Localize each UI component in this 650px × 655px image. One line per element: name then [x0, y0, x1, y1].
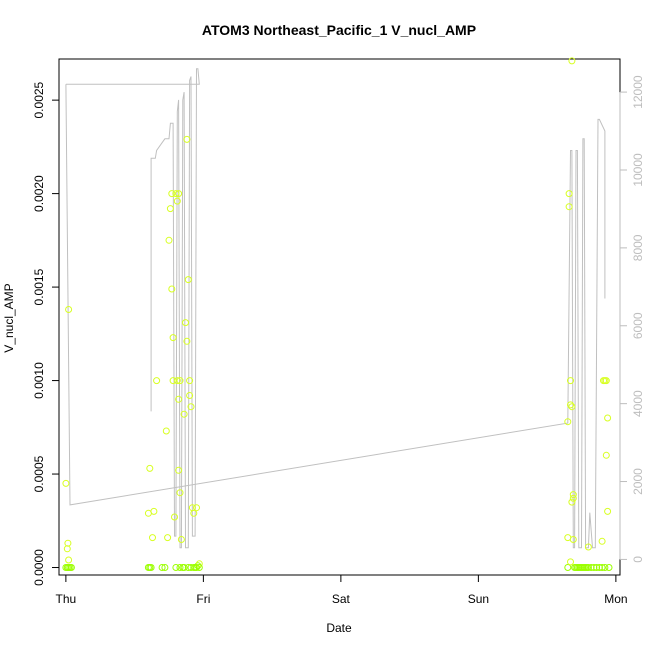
scatter-point — [568, 403, 576, 411]
scatter-point — [567, 401, 574, 409]
scatter-point — [62, 479, 70, 487]
scatter-point — [183, 135, 191, 143]
scatter-point — [193, 504, 200, 512]
scatter-point — [190, 509, 198, 517]
scatter-point — [149, 534, 156, 542]
scatter-point — [173, 377, 181, 385]
y-right-tick-label: 4000 — [631, 390, 645, 417]
y-left-tick-label: 0.0000 — [32, 549, 46, 586]
y-right-tick-label: 0 — [631, 556, 645, 563]
y-left-tick-label: 0.0010 — [32, 362, 46, 399]
plot-frame — [58, 58, 621, 576]
scatter-point — [604, 507, 612, 515]
y-right-tick-label: 8000 — [631, 234, 645, 261]
scatter-point — [598, 537, 606, 545]
scatter-point — [176, 564, 184, 571]
axis-layer: Thu Fri Sat Sun Mon 0.0000 0.0005 0.0010 0.0015 0… — [32, 75, 645, 606]
scatter-point — [176, 377, 184, 385]
chart-title: ATOM3 Northeast_Pacific_1 V_nucl_AMP — [202, 22, 476, 38]
scatter-point — [569, 491, 577, 499]
x-tick-label: Mon — [604, 592, 627, 606]
scatter-point — [602, 377, 610, 385]
scatter-point — [175, 466, 183, 474]
y-left-tick-label: 0.0015 — [32, 268, 46, 305]
line-series-layer — [65, 68, 606, 549]
x-tick-label: Fri — [196, 592, 210, 606]
y-right-tick-label: 6000 — [631, 312, 645, 339]
scatter-point — [63, 545, 71, 553]
scatter-point — [567, 558, 574, 566]
scatter-point — [598, 564, 606, 571]
line-series-2 — [65, 68, 200, 549]
scatter-point — [565, 203, 573, 211]
y-left-tick-label: 0.0020 — [32, 175, 46, 212]
scatter-point — [605, 564, 613, 571]
scatter-point — [183, 337, 191, 345]
scatter-point — [166, 205, 174, 213]
scatter-point — [180, 564, 188, 571]
y-left-tick-label: 0.0025 — [32, 81, 46, 118]
y-axis-label: V_nucl_AMP — [2, 283, 16, 352]
line-series-1 — [65, 84, 606, 549]
scatter-point — [172, 564, 180, 571]
scatter-point — [602, 451, 610, 459]
scatter-point — [569, 536, 577, 543]
scatter-point — [164, 534, 172, 542]
scatter-point — [186, 392, 194, 399]
scatter-point — [161, 564, 169, 571]
scatter-point — [195, 564, 203, 571]
scatter-point — [169, 334, 177, 342]
scatter-point — [565, 190, 573, 198]
scatter-point — [569, 494, 577, 502]
scatter-point — [168, 285, 176, 293]
scatter-point — [165, 236, 173, 244]
scatter-point — [564, 564, 572, 571]
y-left-tick-label: 0.0005 — [32, 455, 46, 492]
y-right-tick-label: 12000 — [631, 75, 645, 109]
scatter-point — [65, 306, 73, 313]
scatter-point — [601, 564, 609, 571]
x-tick-label: Sun — [468, 592, 489, 606]
scatter-point — [158, 564, 166, 571]
x-tick-label: Thu — [56, 592, 77, 606]
scatter-point — [187, 403, 195, 411]
scatter-point — [604, 414, 612, 422]
x-axis-label: Date — [326, 621, 352, 635]
scatter-point — [168, 190, 176, 198]
scatter-point — [153, 377, 161, 385]
scatter-point — [67, 564, 75, 571]
scatter-point — [65, 556, 73, 564]
scatter-point — [193, 564, 200, 571]
scatter-point — [567, 377, 574, 385]
scatter-point — [177, 536, 185, 543]
scatter-points-layer — [62, 57, 613, 571]
scatter-point — [175, 395, 183, 403]
scatter-point — [182, 319, 189, 327]
scatter-point — [186, 377, 194, 385]
scatter-point — [568, 57, 576, 65]
scatter-point — [568, 498, 576, 506]
scatter-point — [175, 190, 183, 198]
scatter-point — [173, 197, 181, 205]
scatter-point — [147, 564, 155, 571]
scatter-point — [180, 410, 188, 418]
scatter-point — [171, 513, 178, 521]
scatter-point — [169, 377, 177, 385]
scatter-point — [184, 276, 192, 284]
scatter-point — [146, 464, 154, 472]
scatter-point — [150, 507, 158, 515]
y-right-tick-label: 10000 — [631, 153, 645, 187]
scatter-point — [194, 562, 202, 570]
scatter-point — [64, 539, 72, 547]
scatter-point — [564, 418, 572, 426]
x-tick-label: Sat — [332, 592, 351, 606]
scatter-point — [584, 543, 592, 551]
scatter-point — [172, 190, 180, 198]
scatter-point — [162, 427, 170, 435]
scatter-point — [176, 489, 184, 497]
y-right-tick-label: 2000 — [631, 468, 645, 495]
